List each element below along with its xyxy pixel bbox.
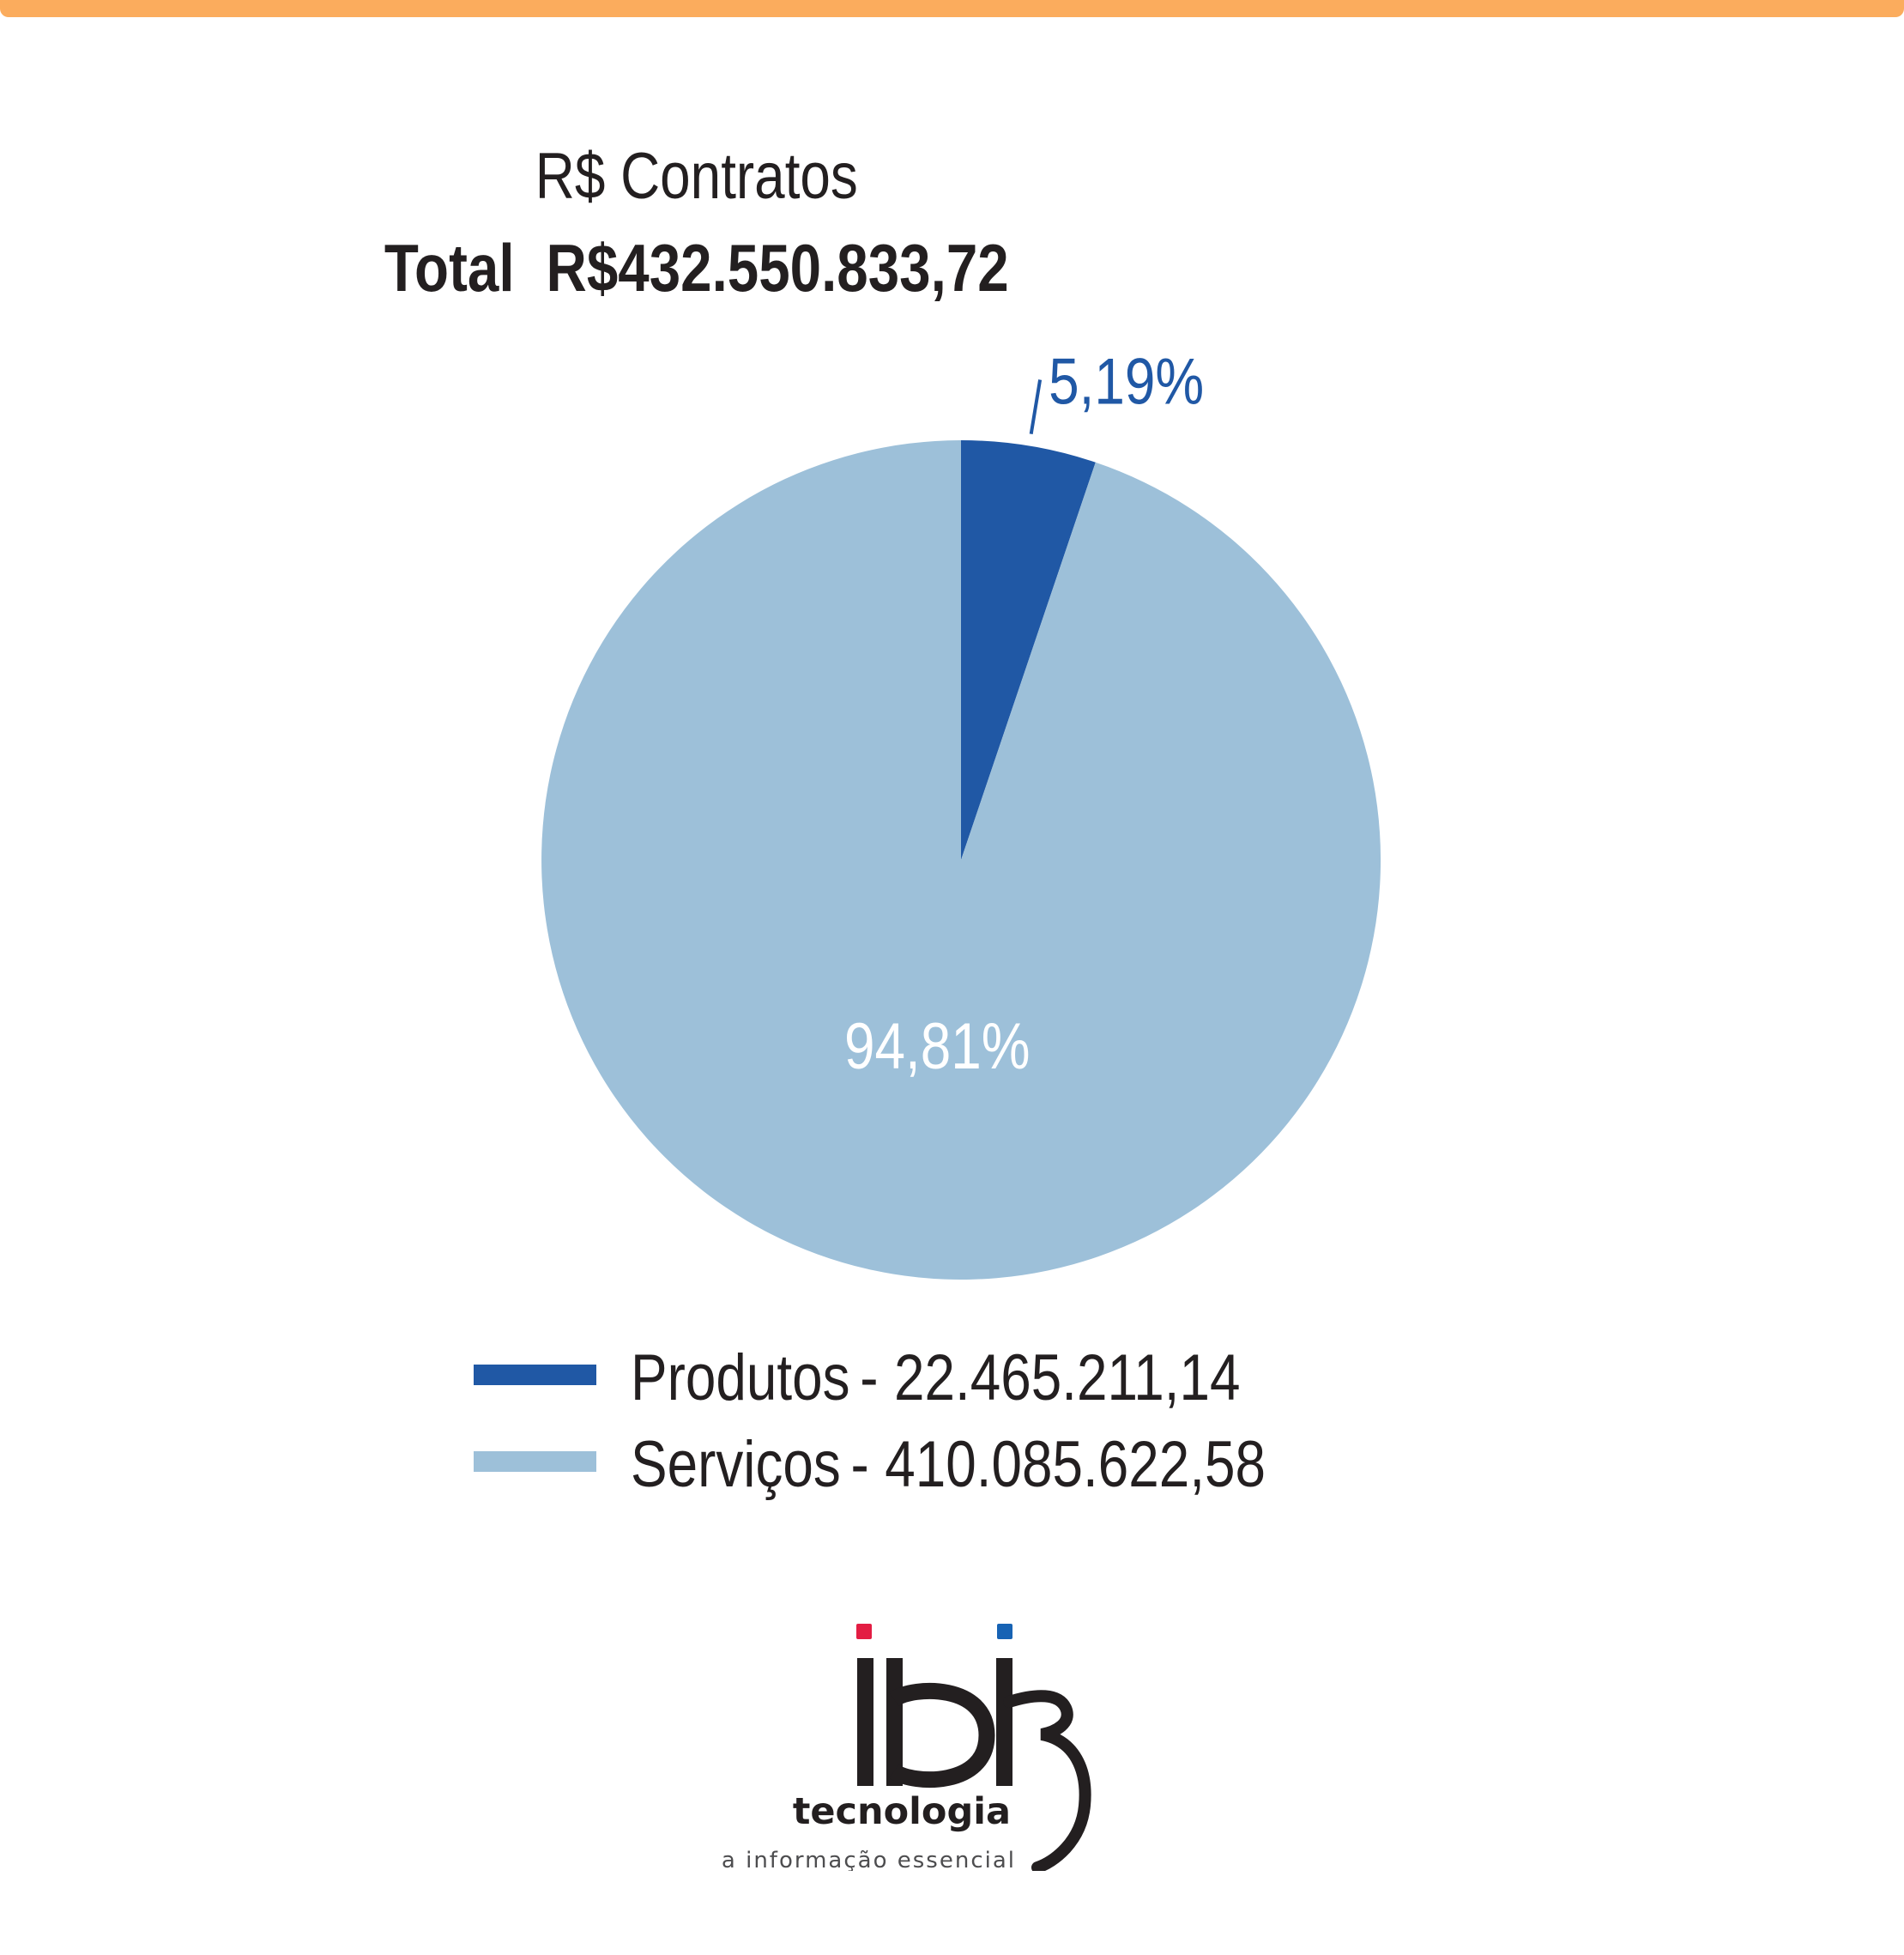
legend-swatch-servicos [474,1451,596,1472]
pie-slice-servicos [541,440,1381,1280]
chart-title: R$ Contratos [535,140,858,213]
chart-subtitle: Total R$432.550.833,72 [153,229,1241,307]
ibi-tecnologia-logo: tecnologia a informação essencial [722,1624,1091,1871]
total-value: R$432.550.833,72 [546,230,1009,306]
legend-label-produtos: Produtos [631,1341,850,1414]
logo-tagline: a informação essencial [722,1848,1016,1871]
logo-stroke-curl [1003,1690,1091,1871]
pie-slice-produtos [961,440,1096,860]
legend-text-produtos: Produtos -22.465.211,14 [631,1341,1241,1415]
legend-value-produtos: 22.465.211,14 [894,1341,1241,1414]
logo-dot-blue [997,1624,1012,1639]
logo-name: tecnologia [793,1790,1011,1833]
legend-text-servicos: Serviços -410.085.622,58 [631,1427,1266,1502]
logo-stroke-i1 [857,1658,873,1786]
pie-chart: 5,19% 94,81% [541,344,1381,1280]
legend-item-produtos: Produtos -22.465.211,14 [474,1341,1503,1414]
legend-value-servicos: 410.085.622,58 [885,1428,1266,1501]
logo-dot-red [856,1624,872,1639]
legend-label-servicos: Serviços [631,1428,841,1501]
slice-label-servicos: 94,81% [844,1009,1030,1083]
total-label: Total [384,230,515,306]
legend-item-servicos: Serviços -410.085.622,58 [474,1427,1503,1501]
logo-stroke-i2 [996,1658,1012,1786]
legend-swatch-produtos [474,1365,596,1385]
top-accent-bar [0,0,1904,17]
legend-separator: - [850,1428,869,1501]
logo-stroke-b-bowl [889,1682,995,1789]
legend-separator: - [860,1341,879,1414]
leader-line-produtos [1029,379,1043,435]
slice-label-produtos: 5,19% [1049,344,1204,418]
